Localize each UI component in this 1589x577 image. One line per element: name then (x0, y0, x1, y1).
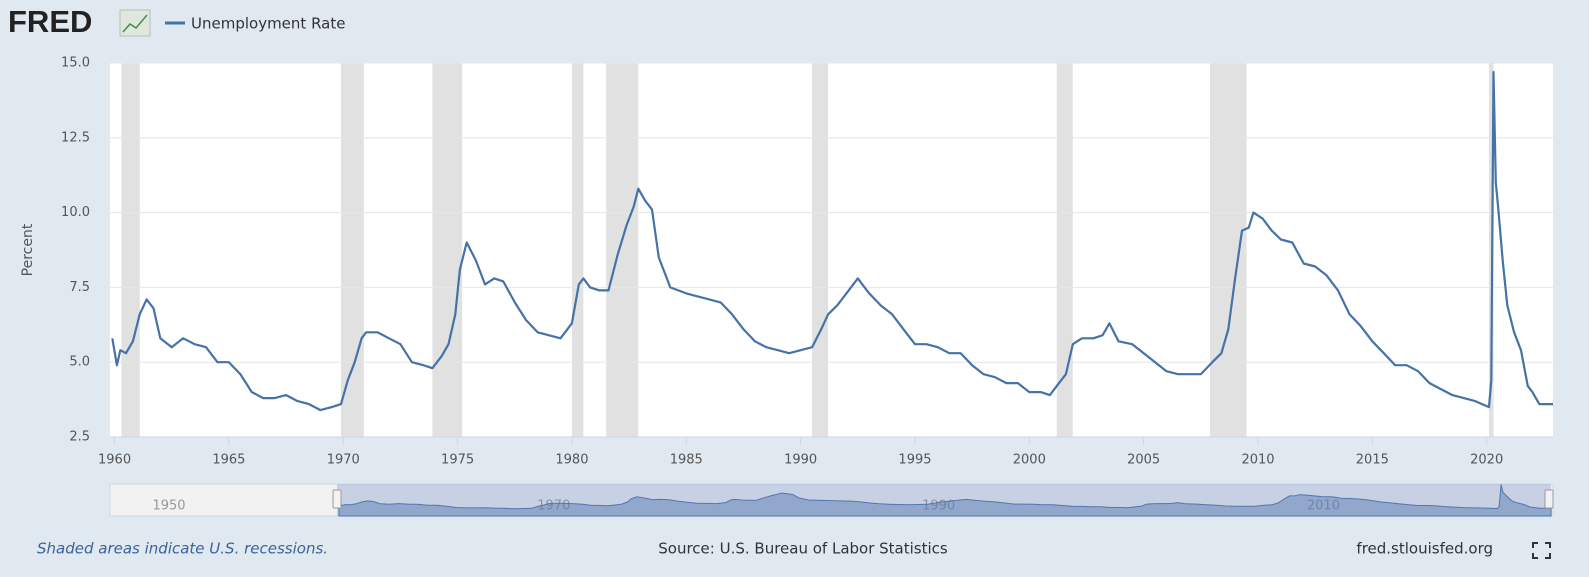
navigator-handle[interactable] (1544, 489, 1554, 509)
x-tick-label: 1995 (898, 453, 931, 468)
navigator-handle[interactable] (332, 489, 342, 509)
x-tick-label: 1975 (441, 453, 474, 468)
recession-band (571, 63, 584, 437)
recession-band (432, 63, 463, 437)
navigator-tick-label: 1990 (922, 499, 955, 514)
x-tick-label: 1970 (327, 453, 360, 468)
logo-icon (119, 9, 151, 37)
x-tick-label: 2005 (1127, 453, 1160, 468)
recession-band (340, 63, 364, 437)
legend-label: Unemployment Rate (191, 15, 345, 33)
footnote: Shaded areas indicate U.S. recessions. (37, 540, 328, 558)
navigator-area (338, 484, 1552, 517)
x-tick-label: 1985 (670, 453, 703, 468)
y-tick-label: 7.5 (69, 280, 90, 295)
x-tick-label: 1990 (784, 453, 817, 468)
recession-band (812, 63, 829, 437)
y-tick-label: 12.5 (61, 130, 90, 145)
x-tick-label: 1960 (98, 453, 131, 468)
x-tick-label: 2020 (1470, 453, 1503, 468)
y-tick-label: 10.0 (61, 205, 90, 220)
series-line (111, 70, 1553, 412)
navigator-bg (109, 483, 1554, 517)
navigator-tick-label: 2010 (1307, 499, 1340, 514)
recession-band (121, 63, 140, 437)
x-tick-label: 2010 (1241, 453, 1274, 468)
recession-band (606, 63, 639, 437)
fullscreen-icon[interactable] (1532, 542, 1551, 559)
logo: FRED (8, 4, 92, 39)
y-tick-label: 5.0 (69, 355, 90, 370)
y-tick-label: 15.0 (61, 56, 90, 71)
site: fred.stlouisfed.org (1356, 540, 1493, 558)
recession-band (1209, 63, 1247, 437)
y-axis-label: Percent (20, 223, 36, 276)
logo-icon-line (122, 14, 148, 33)
navigator-tick-label: 1950 (152, 499, 185, 514)
y-tick-label: 2.5 (69, 430, 90, 445)
plot-area (110, 63, 1553, 437)
recession-band (1056, 63, 1073, 437)
navigator-tick-label: 1970 (537, 499, 570, 514)
x-tick-label: 2015 (1356, 453, 1389, 468)
x-tick-label: 1980 (555, 453, 588, 468)
source: Source: U.S. Bureau of Labor Statistics (658, 540, 948, 558)
x-tick-label: 1965 (212, 453, 245, 468)
navigator-selection (337, 484, 1552, 516)
x-tick-label: 2000 (1013, 453, 1046, 468)
